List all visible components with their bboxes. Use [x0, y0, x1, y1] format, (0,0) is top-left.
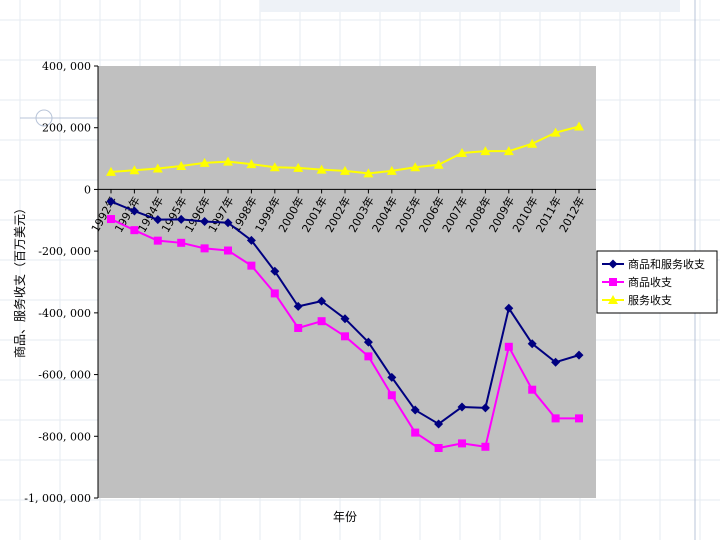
data-point	[153, 215, 163, 225]
data-point	[130, 226, 139, 235]
data-point	[246, 235, 256, 245]
y-tick-label: 0	[84, 183, 91, 196]
data-point	[200, 217, 210, 227]
legend-marker	[608, 259, 618, 269]
y-tick-label: -800, 000	[38, 430, 91, 443]
data-point	[410, 405, 420, 415]
data-point	[153, 236, 162, 245]
data-point	[480, 146, 491, 156]
data-point	[503, 146, 514, 156]
data-point	[550, 127, 561, 137]
data-point	[176, 160, 187, 170]
data-point	[387, 372, 397, 382]
data-point	[270, 289, 279, 298]
data-point	[387, 391, 396, 400]
data-point	[107, 215, 115, 224]
data-point	[246, 159, 257, 169]
data-point	[317, 296, 327, 306]
data-point	[224, 246, 232, 255]
y-tick-label: 200, 000	[42, 122, 91, 135]
data-point	[176, 214, 186, 224]
data-point	[316, 164, 327, 174]
plot-area	[98, 66, 596, 498]
data-point	[481, 442, 490, 451]
data-point	[457, 148, 467, 158]
data-point	[200, 244, 209, 253]
series-1	[106, 196, 584, 429]
data-point	[129, 206, 139, 216]
data-point	[340, 314, 350, 324]
y-tick-label: -1, 000, 000	[24, 492, 91, 505]
legend-marker	[609, 278, 617, 286]
data-point	[551, 357, 561, 367]
data-point	[458, 439, 466, 448]
data-point	[527, 138, 538, 148]
x-axis-title: 年份	[333, 510, 357, 524]
data-point	[129, 165, 140, 175]
series-3	[106, 121, 584, 178]
data-point	[341, 332, 349, 341]
y-tick-label: -400, 000	[38, 307, 91, 320]
data-point	[574, 350, 584, 360]
data-point	[106, 166, 116, 176]
data-point	[480, 403, 490, 413]
data-point	[317, 317, 326, 326]
y-tick-label: -200, 000	[38, 245, 91, 258]
series-layer	[98, 121, 596, 453]
data-point	[433, 159, 444, 169]
data-point	[363, 337, 373, 347]
data-point	[410, 162, 421, 172]
data-point	[340, 165, 350, 175]
data-point	[364, 352, 373, 361]
data-point	[504, 303, 514, 313]
y-tick-label: 400, 000	[42, 60, 91, 73]
data-point	[293, 162, 304, 172]
legend-marker	[608, 295, 618, 304]
data-point	[551, 414, 560, 423]
series-2	[107, 215, 583, 453]
data-point	[223, 218, 233, 228]
data-point	[293, 301, 303, 311]
data-point	[528, 385, 537, 394]
y-tick-label: -600, 000	[38, 369, 91, 382]
data-point	[575, 414, 583, 423]
data-point	[363, 168, 374, 178]
data-point	[504, 342, 513, 351]
legend-label: 商品和服务收支	[628, 257, 705, 271]
data-point	[177, 238, 186, 247]
data-point	[106, 196, 116, 206]
data-point	[223, 156, 233, 166]
data-point	[434, 419, 444, 429]
data-point	[294, 323, 303, 332]
data-point	[199, 157, 210, 167]
legend-label: 服务收支	[628, 293, 672, 307]
y-axis-title: 商品、服务收支（百万美元）	[12, 202, 27, 358]
data-point	[247, 261, 256, 270]
legend-label: 商品收支	[628, 275, 672, 289]
data-point	[411, 428, 420, 437]
data-point	[386, 165, 397, 175]
y-axis-ticks: 400, 000 200, 000 0 -200, 000 -400, 000 -600,…	[24, 60, 98, 505]
data-point	[457, 402, 467, 412]
data-point	[152, 163, 163, 173]
data-point	[574, 121, 584, 131]
data-point	[434, 444, 443, 453]
data-point	[270, 266, 280, 276]
data-point	[269, 162, 280, 172]
data-point	[527, 339, 537, 349]
